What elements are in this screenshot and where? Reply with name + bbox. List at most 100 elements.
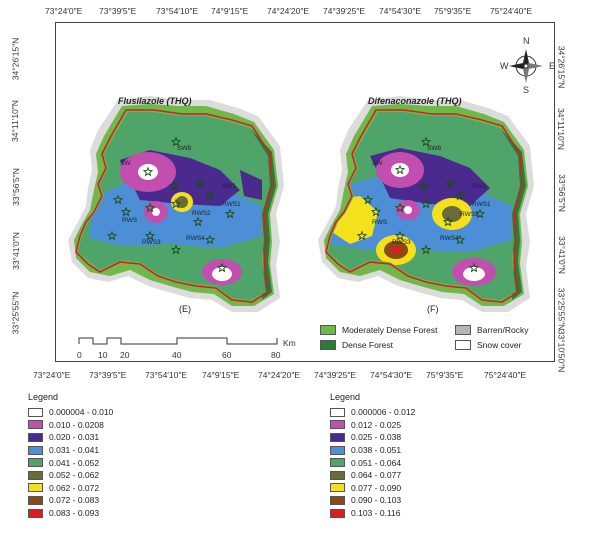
site-label: RWS3 (392, 239, 411, 246)
legend-label: 0.020 - 0.031 (49, 432, 100, 443)
site-label: SW (120, 160, 131, 167)
sample-site-star-icon (144, 230, 156, 241)
legend-label: 0.051 - 0.064 (351, 457, 402, 468)
panel-f-letter: (F) (427, 304, 439, 314)
scale-bar (78, 337, 278, 345)
lon-label: 75°24′40″E (484, 370, 527, 380)
legend-item: 0.010 - 0.0208 (28, 419, 113, 432)
legend-swatch (28, 432, 43, 442)
legend-swatch (330, 458, 345, 468)
sample-site-star-icon (192, 216, 204, 227)
legend-item: 0.077 - 0.090 (330, 482, 415, 495)
sample-site-star-icon (394, 202, 406, 213)
site-label: RWS1 (222, 201, 241, 208)
dense-forest-area (250, 128, 276, 300)
land-cover-dense-forest: Dense Forest (320, 340, 393, 350)
swatch (320, 340, 336, 350)
sample-site-star-icon (370, 206, 382, 217)
legend-label: 0.052 - 0.062 (49, 470, 100, 481)
legend-difenaconazole: Legend 0.000006 - 0.012 0.012 - 0.025 0.02… (330, 392, 415, 519)
land-cover-label: Snow cover (477, 340, 522, 350)
sample-site-star-icon (120, 206, 132, 217)
sample-site-star-icon (420, 136, 432, 147)
legend-label: 0.012 - 0.025 (351, 419, 402, 430)
legend-swatch (330, 508, 345, 518)
legend-swatch (28, 420, 43, 430)
legend-swatch (330, 483, 345, 493)
lon-label: 74°9′15″E (211, 6, 249, 16)
lon-label: 74°39′25″E (314, 370, 357, 380)
land-cover-label: Barren/Rocky (477, 325, 529, 335)
scale-tick: 20 (120, 350, 130, 360)
site-label: SW8 (177, 145, 191, 152)
legend-item: 0.025 - 0.038 (330, 431, 415, 444)
legend-label: 0.025 - 0.038 (351, 432, 402, 443)
site-label: RWS (122, 217, 138, 224)
legend-swatch (330, 407, 345, 417)
legend-swatch (330, 432, 345, 442)
legend-title: Legend (330, 392, 361, 402)
sample-site-star-icon (216, 262, 228, 273)
site-label: RWS3 (142, 239, 161, 246)
sample-site-markers (106, 136, 486, 273)
lon-label: 74°39′25″E (323, 6, 366, 16)
sample-site-star-icon (170, 198, 182, 209)
scale-tick: 80 (271, 350, 281, 360)
site-label: RWS2 (460, 211, 479, 218)
legend-item: 0.083 - 0.093 (28, 507, 113, 520)
legend-swatch (330, 420, 345, 430)
sample-site-star-icon (442, 216, 454, 227)
legend-swatch (330, 470, 345, 480)
district-boundary (325, 109, 523, 303)
lon-label: 75°9′35″E (426, 370, 464, 380)
lon-label: 73°24′0″E (45, 6, 83, 16)
lon-label: 75°24′40″E (490, 6, 533, 16)
sample-site-star-icon (356, 230, 368, 241)
sample-site-star-icon (112, 194, 124, 205)
site-label: SW8 (427, 145, 441, 152)
scale-tick: 60 (222, 350, 232, 360)
lon-label: 73°54′10″E (145, 370, 188, 380)
legend-swatch (28, 407, 43, 417)
dense-forest-area (500, 128, 526, 300)
legend-label: 0.010 - 0.0208 (49, 419, 104, 430)
sample-site-star-icon (170, 244, 182, 255)
land-cover-snow-cover: Snow cover (455, 340, 521, 350)
sample-site-star-icon (106, 230, 118, 241)
sample-site-star-icon (454, 190, 466, 201)
sample-site-star-icon (468, 262, 480, 273)
legend-item: 0.072 - 0.083 (28, 494, 113, 507)
legend-swatch (28, 458, 43, 468)
compass-rose-icon (509, 49, 543, 83)
panel-f-title: Difenaconazole (THQ) (368, 96, 462, 106)
legend-label: 0.072 - 0.083 (49, 495, 100, 506)
panel-f-map: SW8 SW SW1 RWS RWS1 RWS2 RWS3 RWS4 (318, 96, 534, 312)
panel-e-title: Flusilazole (THQ) (118, 96, 192, 106)
legend-item: 0.020 - 0.031 (28, 431, 113, 444)
swatch (455, 325, 471, 335)
lon-label: 74°9′15″E (202, 370, 240, 380)
legend-label: 0.000004 - 0.010 (49, 407, 114, 418)
sample-site-star-icon (204, 234, 216, 245)
legend-title: Legend (28, 392, 59, 402)
sample-site-star-icon (444, 178, 456, 189)
compass-s: S (523, 85, 530, 95)
sample-site-star-icon (474, 208, 486, 219)
land-cover-label: Dense Forest (342, 340, 394, 350)
sample-site-star-icon (420, 198, 432, 209)
scale-unit: Km (283, 338, 296, 348)
lon-label: 75°9′35″E (434, 6, 472, 16)
legend-swatch (28, 483, 43, 493)
legend-item: 0.090 - 0.103 (330, 494, 415, 507)
legend-item: 0.012 - 0.025 (330, 419, 415, 432)
site-label: RWS1 (472, 201, 491, 208)
lon-label: 73°39′5″E (99, 6, 137, 16)
legend-label: 0.038 - 0.051 (351, 445, 402, 456)
legend-label: 0.062 - 0.072 (49, 482, 100, 493)
compass-w: W (500, 61, 509, 71)
sample-site-star-icon (454, 234, 466, 245)
panel-e-letter: (E) (179, 304, 191, 314)
legend-label: 0.103 - 0.116 (351, 508, 401, 519)
site-label: RWS4 (186, 235, 205, 242)
lon-label: 73°54′10″E (156, 6, 199, 16)
